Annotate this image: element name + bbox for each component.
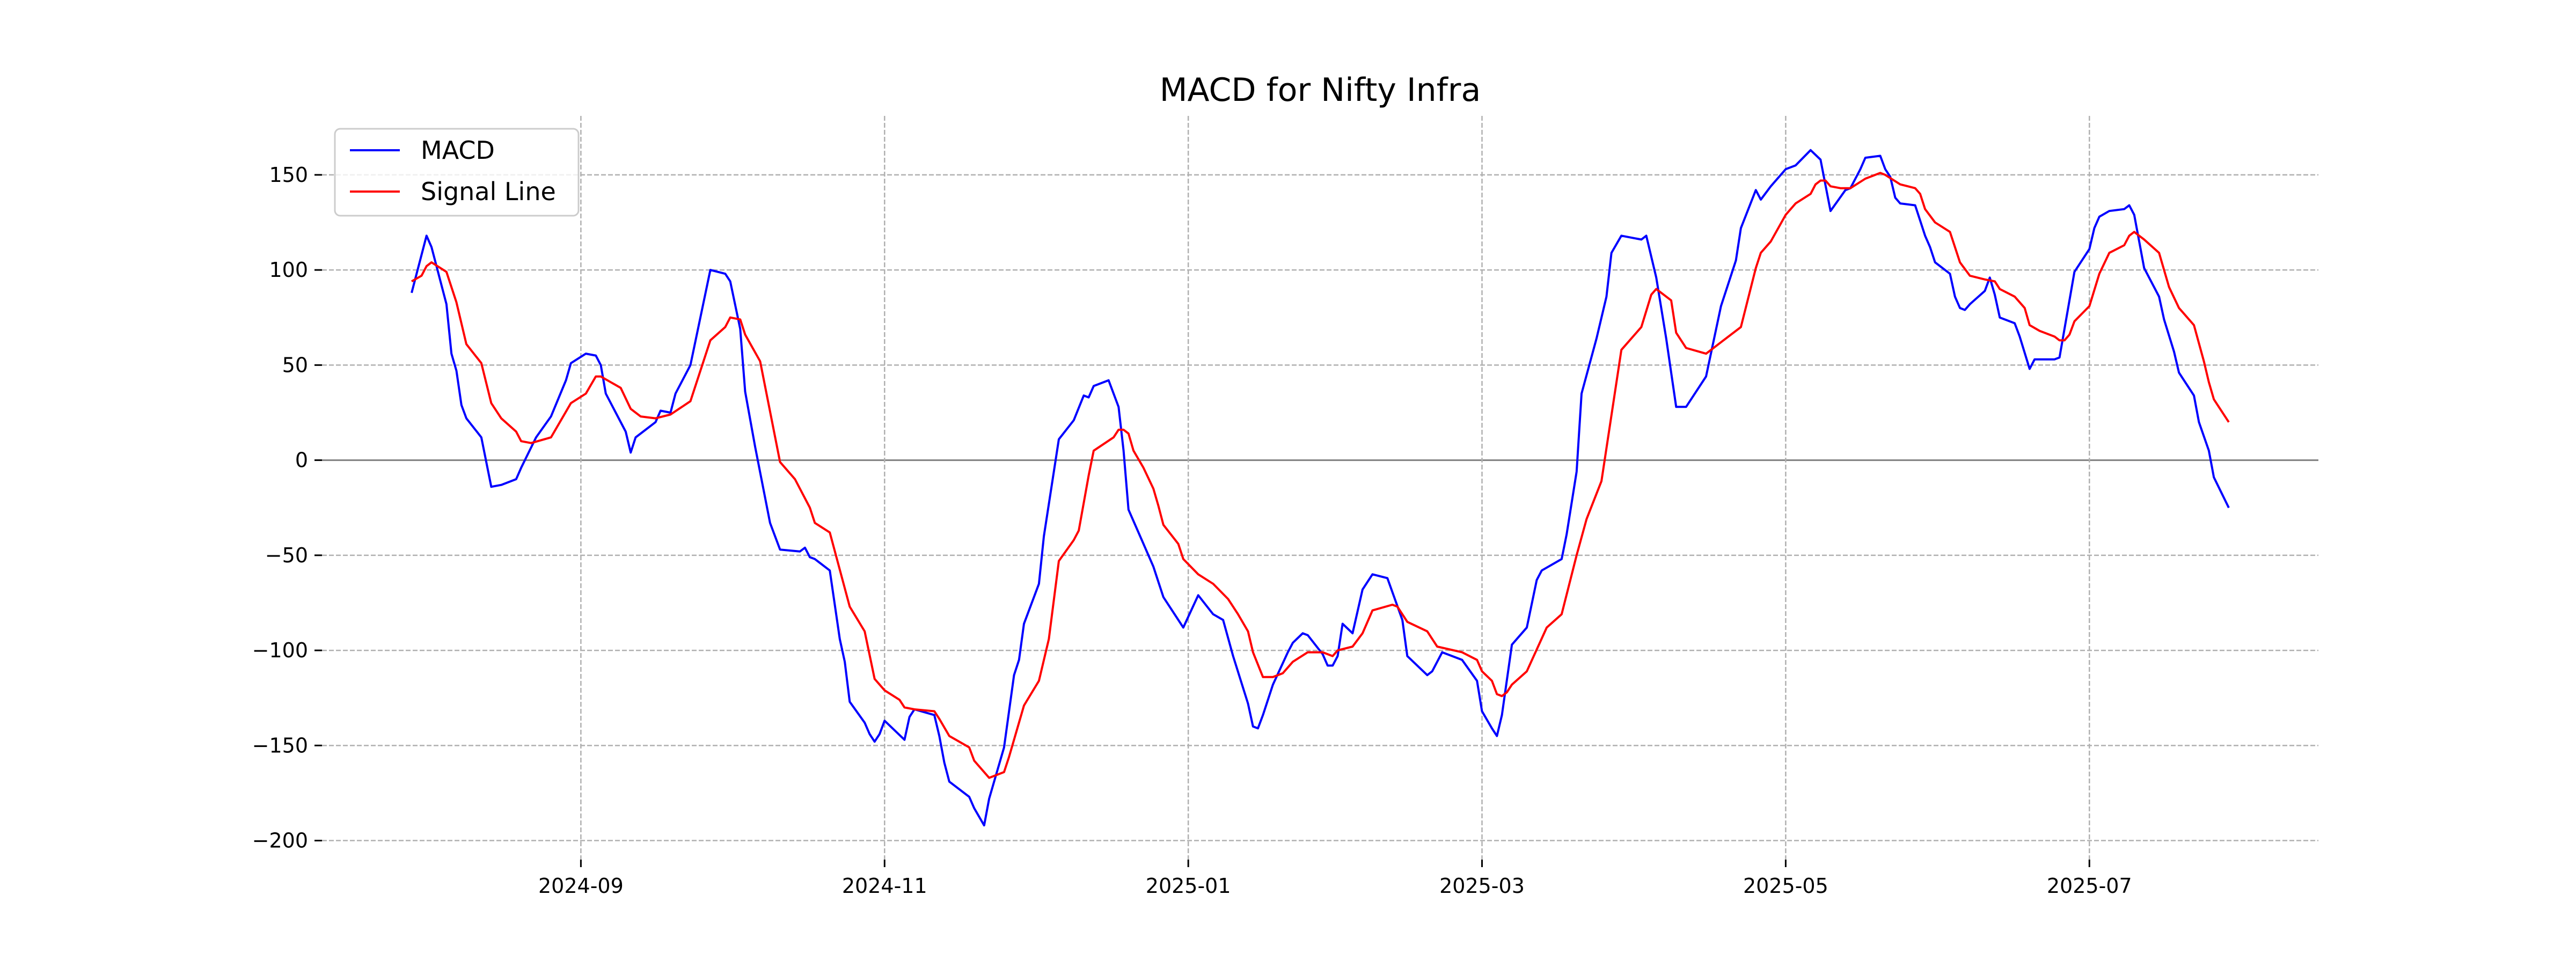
y-tick-label: −50 xyxy=(265,544,308,567)
y-tick-label: 0 xyxy=(295,449,308,472)
y-tick-label: 50 xyxy=(282,353,308,377)
legend: MACD Signal Line xyxy=(334,128,580,217)
legend-label-signal-line: Signal Line xyxy=(421,177,556,206)
x-tick-label: 2025-01 xyxy=(1146,874,1231,898)
x-axis: 2024-09 2024-11 2025-01 2025-03 2025-05 2025-… xyxy=(538,860,2132,898)
y-axis: −200 −150 −100 −50 0 50 100 150 xyxy=(252,163,322,853)
x-tick-label: 2025-03 xyxy=(1439,874,1525,898)
y-tick-label: −100 xyxy=(252,639,308,662)
series-line-macd xyxy=(411,149,2230,827)
x-tick-label: 2025-07 xyxy=(2047,874,2132,898)
series-line-signal-line xyxy=(411,172,2230,779)
y-tick-label: −150 xyxy=(252,734,308,757)
x-tick-label: 2024-11 xyxy=(842,874,927,898)
y-tick-label: 100 xyxy=(269,258,308,282)
legend-label-macd: MACD xyxy=(421,136,495,165)
chart-title: MACD for Nifty Infra xyxy=(1160,71,1481,109)
x-tick-label: 2024-09 xyxy=(538,874,624,898)
y-tick-label: 150 xyxy=(269,163,308,187)
y-tick-label: −200 xyxy=(252,829,308,853)
series-lines xyxy=(411,149,2230,827)
x-tick-label: 2025-05 xyxy=(1743,874,1828,898)
